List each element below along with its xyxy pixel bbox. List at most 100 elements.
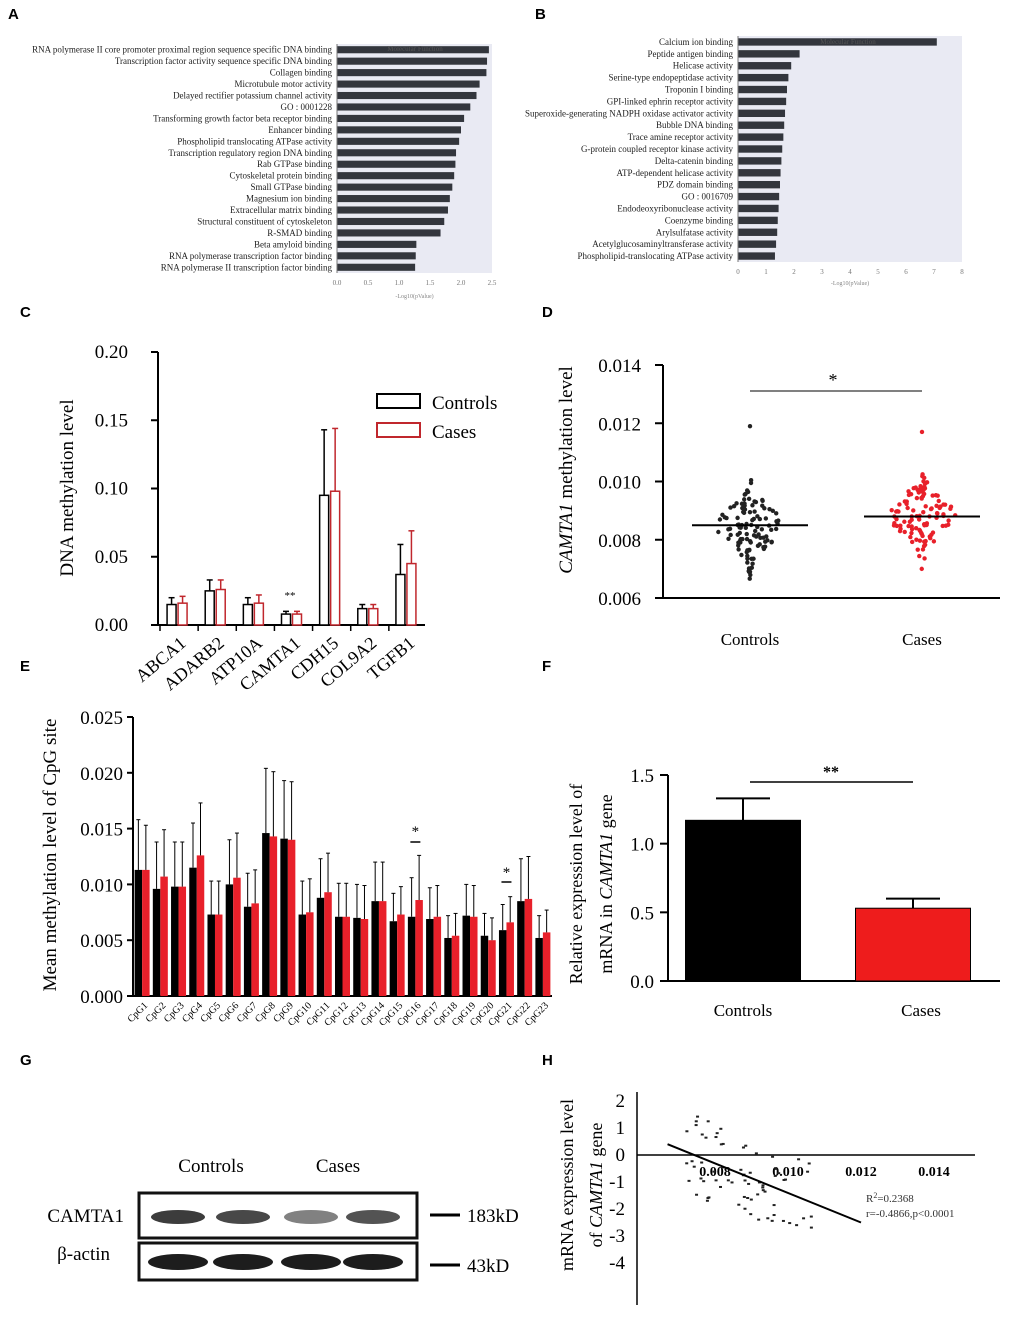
panel-label-g: G <box>20 1052 32 1069</box>
bar <box>738 85 787 94</box>
data-point <box>737 1203 741 1206</box>
bar <box>738 97 787 106</box>
data-point <box>941 512 946 517</box>
data-point <box>946 518 951 523</box>
tick-label: 1.0 <box>395 279 404 287</box>
category-label: Acetylglucosaminyltransferase activity <box>592 239 733 249</box>
data-point <box>739 1168 743 1171</box>
bar <box>196 855 205 996</box>
bar <box>542 932 551 996</box>
data-point <box>745 548 750 553</box>
bar <box>225 884 234 996</box>
bar <box>280 838 288 996</box>
category-label: Microtubule motor activity <box>235 79 333 89</box>
data-point <box>745 489 751 495</box>
data-point <box>752 509 757 514</box>
band-actin <box>213 1254 273 1270</box>
data-point <box>730 1181 734 1184</box>
data-point <box>721 1142 725 1145</box>
y-tick-label: 0.05 <box>95 547 128 568</box>
category-label: Trace amine receptor activity <box>628 132 734 142</box>
chart-h-ylabel-line1: mRNA expression level <box>557 1099 577 1271</box>
bar <box>262 833 270 996</box>
blot-row-label-actin: β-actin <box>57 1244 110 1265</box>
y-tick-label: 0.010 <box>80 875 123 896</box>
data-point <box>761 535 766 540</box>
bar <box>337 206 448 214</box>
category-label: Rab GTPase binding <box>257 159 332 169</box>
bar <box>337 149 457 157</box>
y-tick-label: 0.015 <box>80 820 123 841</box>
category-label: Magnesium ion binding <box>246 194 332 204</box>
bar <box>337 229 441 237</box>
data-point <box>921 510 926 515</box>
significance-mark: * <box>503 865 511 881</box>
data-point <box>736 547 741 552</box>
category-label: Troponin I binding <box>665 85 734 95</box>
data-point <box>809 1215 813 1218</box>
bar <box>337 195 450 203</box>
category-label: R-SMAD binding <box>267 228 332 238</box>
data-point <box>756 532 761 537</box>
bar <box>389 921 398 996</box>
bar <box>738 133 784 141</box>
data-point <box>704 1136 708 1139</box>
y-tick-label: -4 <box>609 1253 625 1274</box>
data-point <box>921 543 927 549</box>
chart-h-ylabel-line2: of CAMTA1 gene <box>586 1123 606 1248</box>
tick-label: 3 <box>820 268 824 276</box>
data-point <box>746 496 752 502</box>
chart-f-ylabel-line2: mRNA in CAMTA1 gene <box>596 794 616 973</box>
band-actin <box>343 1254 403 1270</box>
data-point <box>699 1177 703 1180</box>
bar <box>738 180 780 189</box>
data-point <box>922 486 928 491</box>
y-tick-label: 0 <box>616 1145 626 1166</box>
bar <box>233 877 241 996</box>
data-point <box>906 489 911 494</box>
blot-row-label-camta1: CAMTA1 <box>47 1206 124 1227</box>
y-tick-label: 0.010 <box>598 473 641 494</box>
category-label: Helicase activity <box>673 61 734 71</box>
category-label: RNA polymerase II transcription factor b… <box>161 262 333 272</box>
bar <box>480 935 489 996</box>
chart-d-ylabel: CAMTA1 methylation level <box>556 366 577 574</box>
panel-label-f: F <box>542 658 552 675</box>
bar <box>337 46 489 54</box>
category-label: Phospholipid translocating ATPase activi… <box>177 136 332 146</box>
data-point <box>751 556 756 561</box>
category-label: Beta amyloid binding <box>254 239 332 249</box>
bar <box>451 935 460 996</box>
category-label: Transcription regulatory region DNA bind… <box>168 148 332 158</box>
category-label: Superoxide-generating NADPH oxidase acti… <box>525 108 733 118</box>
category-label: Peptide antigen binding <box>648 49 734 59</box>
bar <box>738 73 789 82</box>
data-point <box>773 526 779 532</box>
data-point <box>692 1165 696 1168</box>
y-tick-label: 0.006 <box>598 589 641 610</box>
bar <box>470 916 478 996</box>
data-point <box>722 515 727 520</box>
tick-label: 0.0 <box>333 279 342 287</box>
bar <box>189 867 197 996</box>
blot-header-cases: Cases <box>316 1156 360 1177</box>
bar <box>407 916 416 996</box>
y-tick-label: 0.000 <box>80 987 123 1008</box>
blot-size-183kd: 183kD <box>467 1206 519 1227</box>
chart-title: Molecular Function <box>820 38 876 46</box>
bar <box>738 145 783 153</box>
y-tick-label: 0.10 <box>95 479 128 500</box>
bar <box>524 898 533 996</box>
data-point <box>920 493 926 499</box>
data-point <box>911 508 916 513</box>
bar <box>738 157 782 165</box>
data-point <box>757 1218 761 1221</box>
data-point <box>751 516 757 522</box>
category-label: ATP-dependent helicase activity <box>617 168 734 178</box>
y-tick-label: -1 <box>609 1172 625 1193</box>
bar <box>738 204 779 213</box>
data-point <box>716 529 721 535</box>
regression-line <box>667 1143 862 1224</box>
